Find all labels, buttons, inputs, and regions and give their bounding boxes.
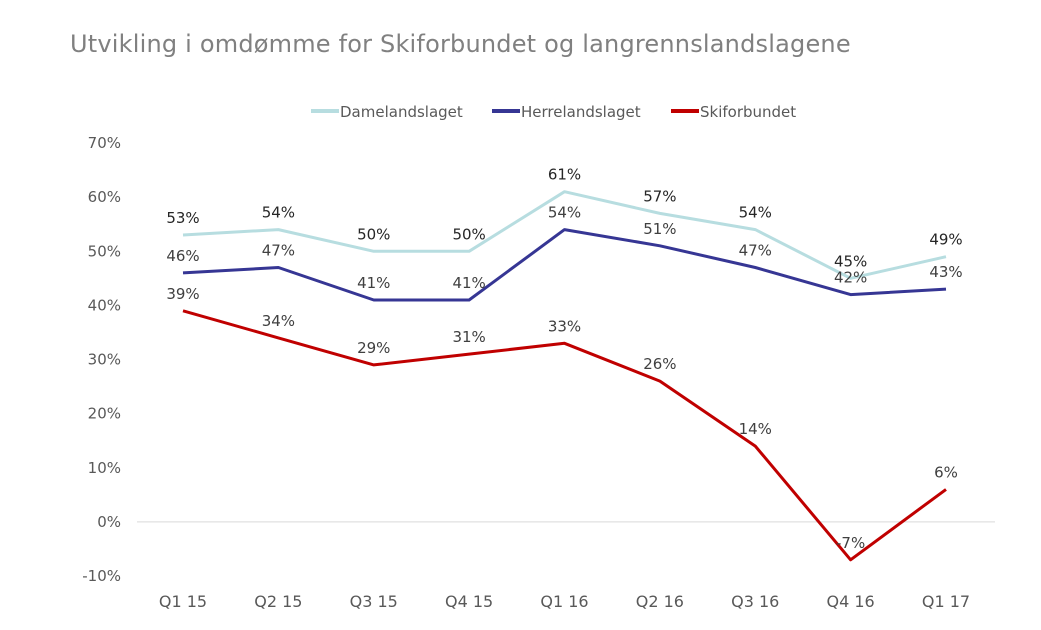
x-tick-label: Q1 15 [159,592,207,611]
data-label: 53% [166,209,199,227]
series-group [182,190,947,562]
data-labels: 53% 54% 50% 50% 61% 57% 54% 45% 49% 46% 47% 41% 41% 5… [166,166,962,552]
y-tick-label: 0% [97,513,121,531]
x-tick-label: Q3 16 [731,592,779,611]
x-tick-label: Q3 15 [350,592,398,611]
x-tick-label: Q4 15 [445,592,493,611]
data-label: 47% [739,241,772,259]
y-tick-label: 40% [88,296,121,314]
legend-item: Herrelandslaget [492,103,641,121]
x-axis: Q1 15 Q2 15 Q3 15 Q4 15 Q1 16 Q2 16 Q3 16 Q4 16… [159,592,970,611]
series-line-skiforbundet [182,309,947,562]
data-label: 49% [929,231,962,249]
y-tick-label: 60% [88,188,121,206]
chart-title: Utvikling i omdømme for Skiforbundet og … [70,30,851,58]
data-label: -7% [836,534,865,552]
data-label: 50% [452,225,485,243]
legend: Damelandslaget Herrelandslaget Skiforbunde… [311,103,796,121]
data-label: 41% [357,274,390,292]
data-label: 33% [548,317,581,335]
x-tick-label: Q2 16 [636,592,684,611]
series-line-damelandslaget [182,190,947,280]
data-label: 26% [643,355,676,373]
data-label: 61% [548,166,581,184]
legend-label: Damelandslaget [340,103,463,121]
data-label: 39% [166,285,199,303]
y-tick-label: 10% [88,459,121,477]
y-tick-label: 30% [88,351,121,369]
data-label: 54% [739,204,772,222]
series-line-herrelandslaget [182,228,947,302]
data-label: 41% [452,274,485,292]
data-label: 6% [934,463,958,481]
data-label: 57% [643,187,676,205]
y-axis: 70% 60% 50% 40% 30% 20% 10% 0% -10% [82,134,121,585]
data-label: 29% [357,339,390,357]
legend-label: Herrelandslaget [521,103,641,121]
data-label: 43% [929,263,962,281]
data-label: 54% [548,204,581,222]
data-label: 14% [739,420,772,438]
y-tick-label: -10% [82,567,121,585]
data-label: 34% [262,312,295,330]
legend-item: Damelandslaget [311,103,463,121]
x-tick-label: Q4 16 [827,592,875,611]
data-label: 51% [643,220,676,238]
y-tick-label: 70% [88,134,121,152]
legend-label: Skiforbundet [700,103,796,121]
x-tick-label: Q2 15 [254,592,302,611]
y-tick-label: 50% [88,242,121,260]
y-tick-label: 20% [88,405,121,423]
data-label: 50% [357,225,390,243]
x-tick-label: Q1 17 [922,592,970,611]
data-label: 46% [166,247,199,265]
data-label: 54% [262,204,295,222]
data-label: 42% [834,269,867,287]
legend-item: Skiforbundet [671,103,796,121]
x-tick-label: Q1 16 [540,592,588,611]
data-label: 45% [834,252,867,270]
data-label: 47% [262,241,295,259]
data-label: 31% [452,328,485,346]
